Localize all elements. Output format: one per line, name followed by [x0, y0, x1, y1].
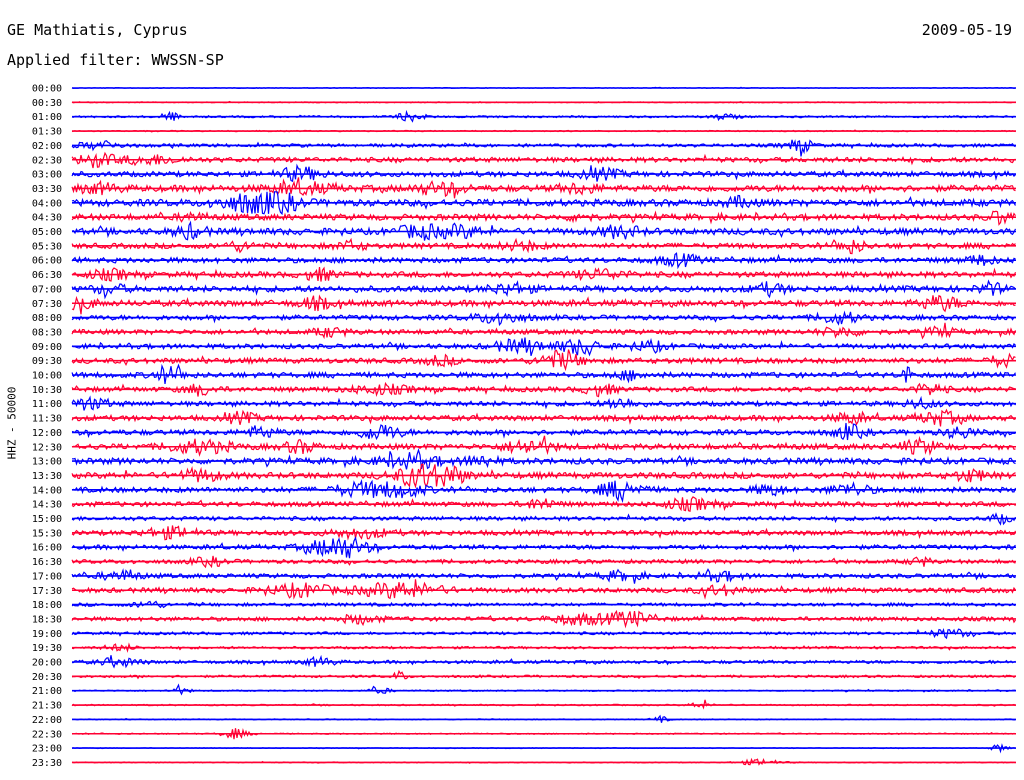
row-time-label: 22:00: [32, 715, 62, 726]
row-time-label: 20:30: [32, 672, 62, 683]
row-time-label: 13:00: [32, 457, 62, 468]
row-time-label: 01:00: [32, 112, 62, 123]
row-time-label: 10:00: [32, 371, 62, 382]
trace-row-1300: [71, 448, 1016, 470]
trace-row-1600: [71, 536, 1016, 559]
row-time-label: 01:30: [32, 127, 62, 138]
row-time-label: 00:00: [32, 84, 62, 95]
row-time-label: 21:30: [32, 701, 62, 712]
trace-row-1130: [71, 408, 1016, 427]
row-time-label: 14:30: [32, 500, 62, 511]
row-time-label: 12:30: [32, 442, 62, 453]
trace-row-0830: [71, 322, 1017, 340]
row-time-label: 19:30: [32, 643, 62, 654]
trace-row-0230: [71, 151, 1016, 169]
row-time-label: 10:30: [32, 385, 62, 396]
row-time-label: 17:00: [32, 571, 62, 582]
filter-label: Applied filter: WWSSN-SP: [7, 51, 224, 69]
trace-row-0730: [71, 294, 1016, 315]
row-time-label: 13:30: [32, 471, 62, 482]
row-time-label: 21:00: [32, 686, 62, 697]
row-time-label: 08:00: [32, 313, 62, 324]
row-time-label: 06:00: [32, 256, 62, 267]
trace-row-2030: [71, 669, 1016, 680]
row-time-label: 07:30: [32, 299, 62, 310]
row-time-label: 17:30: [32, 586, 62, 597]
trace-row-2130: [71, 699, 1016, 710]
row-time-label: 11:00: [32, 399, 62, 410]
trace-row-1230: [71, 435, 1016, 457]
station-title: GE Mathiatis, Cyprus: [7, 21, 188, 39]
row-time-label: 03:00: [32, 170, 62, 181]
row-time-label: 02:30: [32, 155, 62, 166]
row-time-label: 11:30: [32, 414, 62, 425]
row-time-label: 15:00: [32, 514, 62, 525]
row-time-label: 15:30: [32, 528, 62, 539]
row-time-label: 00:30: [32, 98, 62, 109]
trace-row-2000: [71, 654, 1016, 669]
row-time-label: 05:00: [32, 227, 62, 238]
row-time-label: 22:30: [32, 729, 62, 740]
row-time-label: 06:30: [32, 270, 62, 281]
row-time-label: 05:30: [32, 241, 62, 252]
row-time-label: 23:30: [32, 758, 62, 769]
trace-row-0200: [71, 139, 1016, 157]
row-time-label: 03:30: [32, 184, 62, 195]
row-time-label: 04:30: [32, 213, 62, 224]
trace-row-1730: [71, 579, 1016, 600]
row-time-label: 19:00: [32, 629, 62, 640]
trace-row-1530: [71, 525, 1017, 541]
row-time-label: 16:00: [32, 543, 62, 554]
trace-row-1830: [71, 609, 1016, 629]
row-time-label: 09:00: [32, 342, 62, 353]
trace-row-0930: [71, 349, 1016, 372]
trace-row-0700: [71, 279, 1016, 300]
row-time-label: 02:00: [32, 141, 62, 152]
trace-row-2100: [72, 683, 1016, 696]
trace-row-1330: [71, 463, 1016, 489]
row-time-label: 08:30: [32, 327, 62, 338]
trace-row-0400: [71, 191, 1017, 216]
row-time-label: 12:00: [32, 428, 62, 439]
row-time-label: 20:00: [32, 658, 62, 669]
row-time-label: 18:00: [32, 600, 62, 611]
date-label: 2009-05-19: [921, 21, 1012, 39]
row-time-label: 04:00: [32, 198, 62, 209]
trace-row-1400: [71, 478, 1017, 504]
row-time-label: 18:30: [32, 614, 62, 625]
row-time-label: 23:00: [32, 744, 62, 755]
row-time-label: 16:30: [32, 557, 62, 568]
row-time-label: 07:00: [32, 284, 62, 295]
row-time-label: 09:30: [32, 356, 62, 367]
row-time-label: 14:00: [32, 485, 62, 496]
